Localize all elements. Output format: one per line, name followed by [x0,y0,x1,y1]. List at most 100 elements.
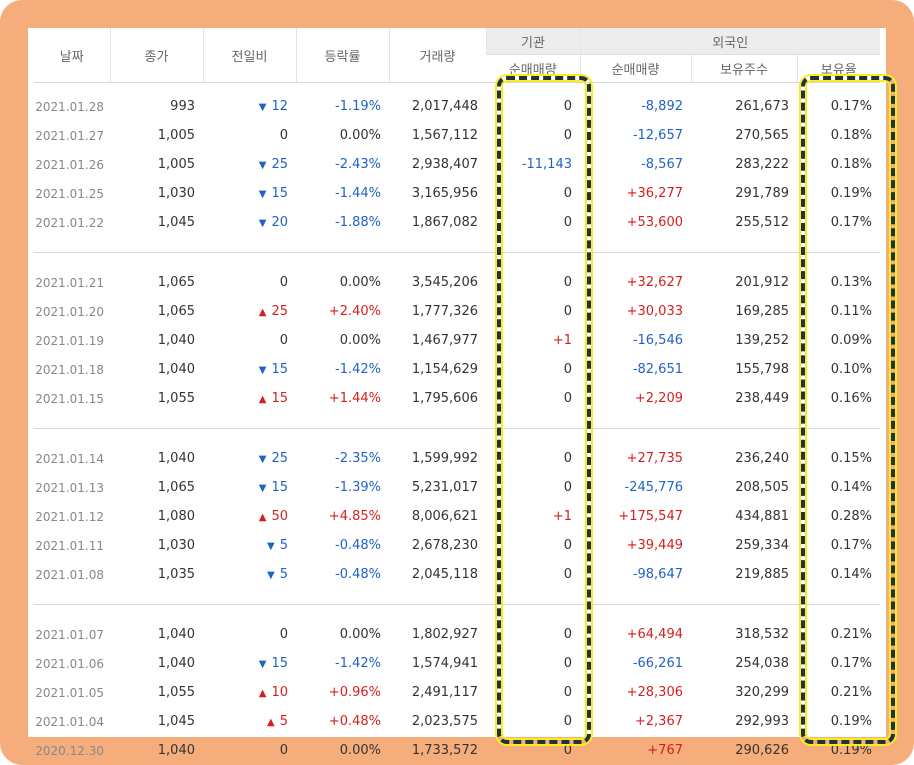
cell-change: ▼ 15 [203,473,296,502]
group-spacer [34,413,880,429]
cell-volume: 1,467,977 [411,333,478,348]
table-row: 2021.01.26 1,005 ▼ 25 -2.43% 2,938,407 -11,143… [34,150,880,179]
change-value: 25 [271,304,288,319]
table-row: 2021.01.25 1,030 ▼ 15 -1.44% 3,165,956 0 +36,27… [34,179,880,208]
cell-volume: 2,938,407 [411,157,478,172]
change-value: 15 [271,480,288,495]
cell-foreign-ratio: 0.21% [830,627,872,642]
cell-close: 1,030 [157,538,195,553]
cell-rate: 0.00% [339,128,381,143]
cell-institution-net: +1 [552,509,572,524]
cell-foreign-net: +27,735 [626,451,683,466]
header-rate: 등락률 [295,28,389,83]
cell-foreign-holdings: 155,798 [735,362,789,377]
header-institution-net: 순매매량 [486,54,580,83]
table-row: 2021.01.22 1,045 ▼ 20 -1.88% 1,867,082 0 +53,60… [34,208,880,237]
cell-rate: -1.42% [335,362,381,377]
table-row: 2021.01.15 1,055 ▲ 15 +1.44% 1,795,606 0 +2,209… [34,384,880,413]
down-arrow-icon: ▼ [267,570,275,581]
cell-rate: -1.44% [335,186,381,201]
cell-foreign-net: -8,892 [641,99,683,114]
cell-rate: -0.48% [335,567,381,582]
cell-volume: 3,545,206 [411,275,478,290]
cell-foreign-holdings: 238,449 [735,391,789,406]
cell-close: 1,045 [157,714,195,729]
cell-foreign-net: +2,209 [634,391,683,406]
header-volume: 거래량 [388,28,486,83]
cell-change: ▲ 5 [203,707,296,736]
cell-foreign-ratio: 0.14% [830,480,872,495]
cell-foreign-ratio: 0.21% [830,685,872,700]
down-arrow-icon: ▼ [258,160,267,171]
cell-foreign-net: +2,367 [634,714,683,729]
cell-change: ▼ 25 [203,150,296,179]
cell-foreign-holdings: 318,532 [735,627,789,642]
cell-date: 2021.01.20 [35,304,104,319]
cell-volume: 1,599,992 [411,451,478,466]
cell-change: ▲ 25 [203,297,296,326]
table-row: 2021.01.19 1,040 0 0.00% 1,467,977 +1 -16,546 1… [34,326,880,355]
cell-change: 0 [203,620,296,649]
cell-foreign-ratio: 0.11% [830,304,872,319]
cell-foreign-holdings: 255,512 [735,215,789,230]
cell-foreign-net: +39,449 [626,538,683,553]
table-row: 2021.01.18 1,040 ▼ 15 -1.42% 1,154,629 0 -82,65… [34,355,880,384]
cell-close: 1,005 [157,128,195,143]
cell-close: 1,030 [157,186,195,201]
cell-close: 1,065 [157,304,195,319]
change-value: 12 [271,99,288,114]
cell-foreign-holdings: 236,240 [735,451,789,466]
cell-foreign-ratio: 0.17% [830,99,872,114]
header-foreign-ratio: 보유율 [796,54,880,83]
cell-volume: 5,231,017 [411,480,478,495]
table-row: 2021.01.12 1,080 ▲ 50 +4.85% 8,006,621 +1 +175,… [34,502,880,531]
table-row: 2021.01.28 993 ▼ 12 -1.19% 2,017,448 0 -8,892 26… [34,92,880,121]
cell-change: ▼ 15 [203,649,296,678]
change-value: 5 [279,714,288,729]
cell-volume: 1,802,927 [411,627,478,642]
down-arrow-icon: ▼ [258,102,267,113]
cell-volume: 2,491,117 [411,685,478,700]
cell-date: 2021.01.25 [35,186,104,201]
cell-date: 2021.01.07 [35,627,104,642]
cell-date: 2021.01.19 [35,333,104,348]
cell-date: 2020.12.30 [35,743,104,758]
cell-close: 1,045 [157,215,195,230]
cell-foreign-net: +767 [647,743,683,758]
cell-foreign-ratio: 0.17% [830,215,872,230]
cell-change: ▲ 10 [203,678,296,707]
cell-institution-net: 0 [563,538,572,553]
table-row: 2020.12.30 1,040 0 0.00% 1,733,572 0 +767 290,6… [34,736,880,765]
cell-date: 2021.01.13 [35,480,104,495]
cell-foreign-ratio: 0.14% [830,567,872,582]
cell-date: 2021.01.15 [35,391,104,406]
cell-foreign-ratio: 0.19% [830,743,872,758]
table-row: 2021.01.05 1,055 ▲ 10 +0.96% 2,491,117 0 +28,30… [34,678,880,707]
cell-close: 1,040 [157,743,195,758]
group-spacer [34,605,880,620]
up-arrow-icon: ▲ [258,307,267,318]
cell-change: ▲ 50 [203,502,296,531]
cell-institution-net: 0 [563,714,572,729]
group-spacer [34,237,880,253]
cell-volume: 1,733,572 [411,743,478,758]
cell-foreign-holdings: 261,673 [735,99,789,114]
cell-date: 2021.01.04 [35,714,104,729]
cell-institution-net: 0 [563,567,572,582]
cell-foreign-holdings: 208,505 [735,480,789,495]
table-row: 2021.01.20 1,065 ▲ 25 +2.40% 1,777,326 0 +30,03… [34,297,880,326]
cell-close: 1,080 [157,509,195,524]
down-arrow-icon: ▼ [267,541,275,552]
cell-volume: 3,165,956 [411,186,478,201]
cell-volume: 1,777,326 [411,304,478,319]
cell-institution-net: 0 [563,215,572,230]
header-close: 종가 [109,28,203,83]
change-value: 0 [279,275,288,290]
change-value: 5 [279,567,288,582]
header-institution-group: 기관 [485,28,580,55]
table-row: 2021.01.13 1,065 ▼ 15 -1.39% 5,231,017 0 -245,7… [34,473,880,502]
cell-rate: 0.00% [339,333,381,348]
cell-institution-net: 0 [563,685,572,700]
table-row: 2021.01.08 1,035 ▼ 5 -0.48% 2,045,118 0 -98,647… [34,560,880,589]
